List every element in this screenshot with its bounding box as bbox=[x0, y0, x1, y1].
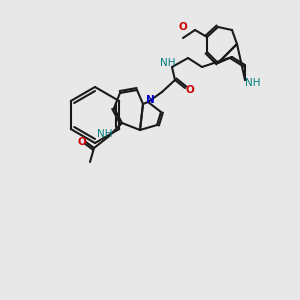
Text: NH: NH bbox=[160, 58, 176, 68]
Text: O: O bbox=[78, 137, 86, 147]
Text: N: N bbox=[146, 95, 154, 105]
Text: NH: NH bbox=[245, 78, 261, 88]
Text: O: O bbox=[186, 85, 194, 95]
Text: NH: NH bbox=[97, 129, 113, 139]
Text: O: O bbox=[178, 22, 188, 32]
